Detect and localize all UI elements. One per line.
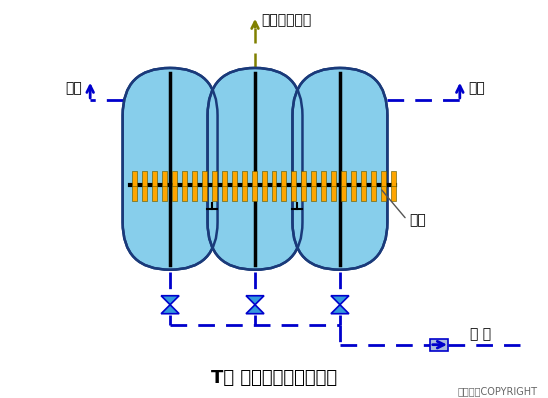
Bar — [192, 171, 197, 186]
Bar — [362, 171, 367, 186]
Bar — [202, 171, 207, 186]
Bar — [252, 171, 256, 186]
Bar — [132, 185, 136, 201]
Text: 剩余污泥排放: 剩余污泥排放 — [261, 13, 311, 27]
Bar — [162, 185, 167, 201]
Bar — [162, 171, 167, 186]
Bar — [192, 185, 197, 201]
Bar — [132, 171, 136, 186]
Bar — [301, 171, 306, 186]
Text: 出水: 出水 — [65, 81, 82, 95]
Bar — [232, 171, 237, 186]
Text: 转刷: 转刷 — [409, 213, 426, 227]
Bar — [271, 171, 277, 186]
Bar — [282, 185, 287, 201]
Bar — [261, 185, 266, 201]
Polygon shape — [331, 305, 349, 314]
Bar — [212, 171, 216, 186]
Bar — [381, 171, 386, 186]
Bar — [351, 171, 356, 186]
Bar — [172, 185, 176, 201]
Bar — [311, 185, 316, 201]
Bar — [221, 185, 226, 201]
Polygon shape — [161, 296, 179, 305]
Polygon shape — [246, 305, 264, 314]
Bar — [430, 339, 448, 351]
Bar — [152, 185, 157, 201]
Bar — [202, 185, 207, 201]
Text: 进 水: 进 水 — [470, 328, 491, 341]
Bar — [212, 185, 216, 201]
Bar — [292, 171, 296, 186]
Bar — [141, 185, 147, 201]
Text: 出水: 出水 — [468, 81, 484, 95]
Polygon shape — [161, 305, 179, 314]
Bar — [372, 185, 376, 201]
Bar — [292, 185, 296, 201]
Bar — [172, 171, 176, 186]
Text: T型 氧化沟系统工艺流程: T型 氧化沟系统工艺流程 — [211, 369, 337, 386]
Text: 东方仿真COPYRIGHT: 东方仿真COPYRIGHT — [458, 386, 538, 397]
Bar — [181, 171, 186, 186]
Bar — [221, 171, 226, 186]
Bar — [261, 171, 266, 186]
Bar — [242, 171, 247, 186]
Bar — [232, 185, 237, 201]
Polygon shape — [331, 296, 349, 305]
Bar — [351, 185, 356, 201]
Bar — [381, 185, 386, 201]
Bar — [391, 171, 396, 186]
Bar — [341, 185, 346, 201]
Bar — [311, 171, 316, 186]
Bar — [252, 185, 256, 201]
Bar — [322, 171, 327, 186]
Bar — [181, 185, 186, 201]
Bar — [242, 185, 247, 201]
Bar — [322, 185, 327, 201]
Bar — [391, 185, 396, 201]
Polygon shape — [246, 296, 264, 305]
FancyBboxPatch shape — [208, 68, 302, 270]
Bar — [332, 171, 336, 186]
Bar — [372, 171, 376, 186]
Bar — [152, 171, 157, 186]
FancyBboxPatch shape — [293, 68, 387, 270]
Bar — [282, 171, 287, 186]
Bar — [341, 171, 346, 186]
Bar — [332, 185, 336, 201]
Bar — [301, 185, 306, 201]
Bar — [141, 171, 147, 186]
FancyBboxPatch shape — [123, 68, 218, 270]
Bar — [362, 185, 367, 201]
Bar — [271, 185, 277, 201]
